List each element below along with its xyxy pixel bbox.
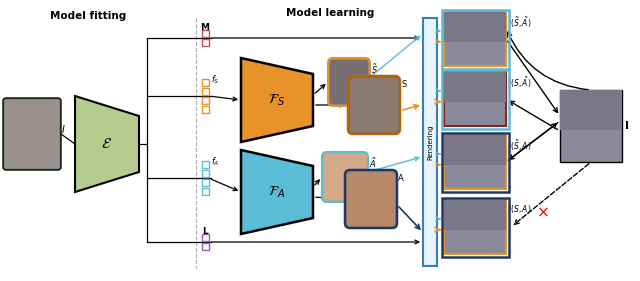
Bar <box>202 234 209 241</box>
Bar <box>202 39 209 46</box>
Text: Model fitting: Model fitting <box>50 11 126 21</box>
Polygon shape <box>241 150 313 234</box>
Text: $\hat{I}(\tilde{S},\tilde{A})$: $\hat{I}(\tilde{S},\tilde{A})$ <box>508 15 532 30</box>
Bar <box>423 18 437 266</box>
Text: S: S <box>401 80 406 89</box>
Text: $\mathcal{E}$: $\mathcal{E}$ <box>101 137 113 151</box>
Text: M: M <box>200 22 209 31</box>
FancyBboxPatch shape <box>330 60 368 104</box>
FancyBboxPatch shape <box>350 78 398 132</box>
Bar <box>444 12 506 42</box>
Polygon shape <box>75 96 139 192</box>
Text: $f_S$: $f_S$ <box>211 74 220 86</box>
Bar <box>444 72 506 102</box>
Bar <box>442 69 509 128</box>
Text: Rendering: Rendering <box>427 124 433 160</box>
Bar <box>202 30 209 37</box>
Text: $\mathcal{F}_S$: $\mathcal{F}_S$ <box>268 92 285 108</box>
Text: L: L <box>202 226 208 235</box>
Bar <box>444 72 506 126</box>
Bar <box>560 90 622 162</box>
Bar <box>202 97 209 104</box>
Bar <box>444 135 506 189</box>
Bar <box>560 90 622 130</box>
Bar <box>202 161 209 168</box>
Text: Model learning: Model learning <box>286 8 374 18</box>
FancyBboxPatch shape <box>324 154 366 200</box>
Polygon shape <box>241 58 313 142</box>
Bar <box>444 135 506 189</box>
Bar <box>444 135 506 165</box>
Bar <box>202 188 209 195</box>
Text: $f_A$: $f_A$ <box>211 156 220 168</box>
Bar <box>442 198 509 257</box>
FancyBboxPatch shape <box>3 98 61 170</box>
Text: $\mathcal{F}_A$: $\mathcal{F}_A$ <box>268 184 285 200</box>
Bar <box>5 100 59 168</box>
Text: $\tilde{S}$: $\tilde{S}$ <box>371 62 378 76</box>
Text: $\tilde{A}$: $\tilde{A}$ <box>369 156 376 170</box>
FancyBboxPatch shape <box>345 170 397 228</box>
Bar <box>202 179 209 186</box>
Text: $\times$: $\times$ <box>536 205 548 220</box>
Text: I: I <box>625 121 629 131</box>
Text: $I(S,A)$: $I(S,A)$ <box>508 203 532 215</box>
Bar <box>444 200 506 254</box>
Bar <box>444 200 506 254</box>
FancyBboxPatch shape <box>347 172 395 226</box>
Text: $I(\tilde{S},A)$: $I(\tilde{S},A)$ <box>508 138 532 153</box>
FancyBboxPatch shape <box>322 152 368 202</box>
Bar <box>442 10 509 69</box>
Text: I: I <box>62 125 65 135</box>
Bar <box>444 12 506 66</box>
Bar <box>444 200 506 230</box>
Text: $I(S,\tilde{A})$: $I(S,\tilde{A})$ <box>508 75 532 90</box>
Bar <box>202 243 209 250</box>
Bar <box>444 72 506 126</box>
Bar <box>202 88 209 95</box>
Bar <box>202 79 209 86</box>
Bar <box>202 106 209 113</box>
FancyBboxPatch shape <box>348 76 400 134</box>
Bar <box>442 133 509 191</box>
FancyBboxPatch shape <box>328 58 370 106</box>
Text: A: A <box>398 174 404 183</box>
Bar <box>444 12 506 66</box>
Bar <box>202 170 209 177</box>
